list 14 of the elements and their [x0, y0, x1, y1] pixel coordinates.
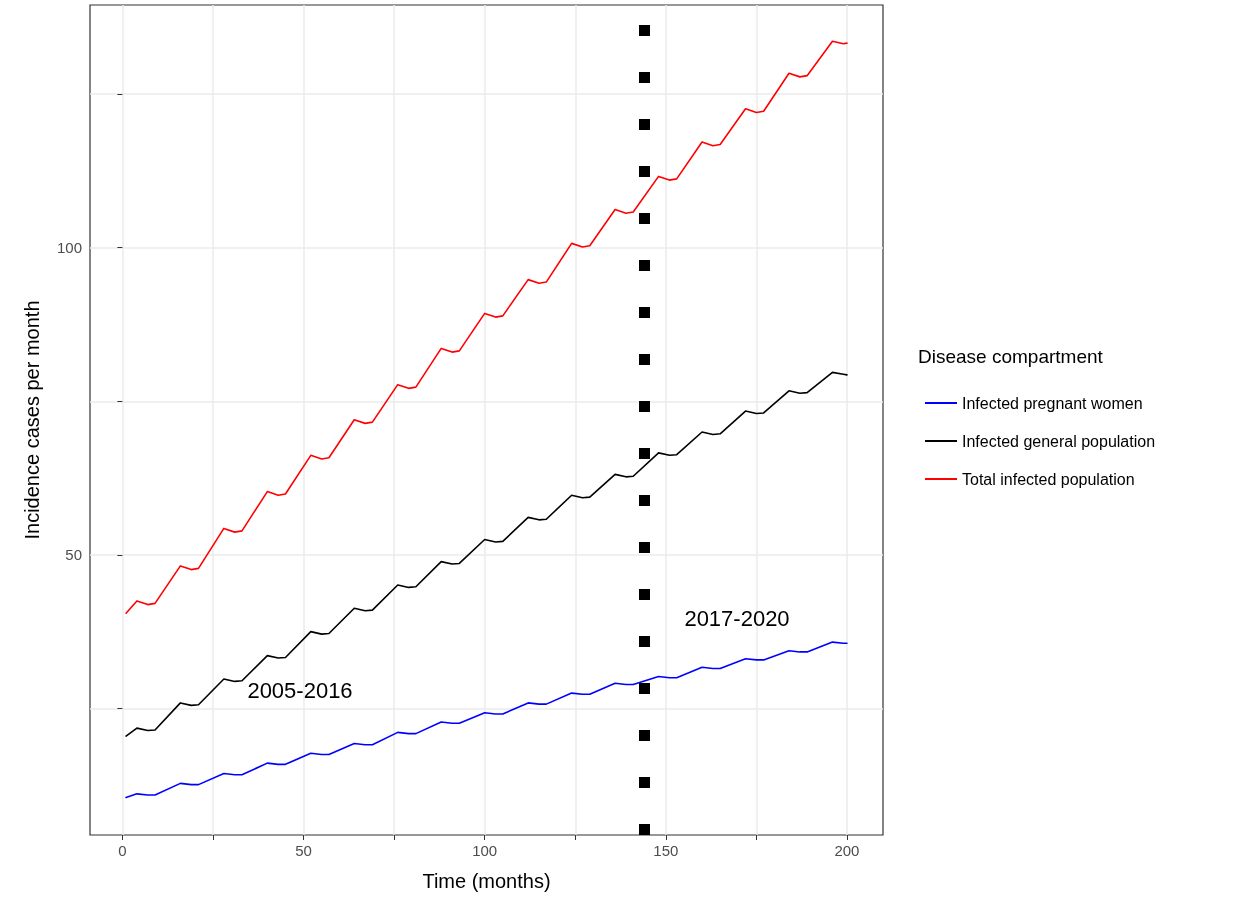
- x-tick-label: 50: [295, 842, 312, 859]
- legend-title: Disease compartment: [918, 346, 1104, 367]
- legend-label: Total infected population: [962, 470, 1135, 488]
- x-tick-label: 100: [472, 842, 498, 859]
- x-tick-label: 200: [834, 842, 860, 859]
- x-tick-label: 150: [653, 842, 679, 859]
- annotation: 2005-2016: [247, 677, 353, 703]
- y-axis-title: Incidence cases per month: [21, 300, 43, 540]
- x-axis-title: Time (months): [422, 870, 551, 892]
- x-tick-label: 0: [118, 842, 127, 859]
- legend-label: Infected general population: [962, 432, 1156, 450]
- annotation: 2017-2020: [684, 605, 790, 631]
- legend-label: Infected pregnant women: [962, 394, 1143, 412]
- line-series: [125, 641, 848, 799]
